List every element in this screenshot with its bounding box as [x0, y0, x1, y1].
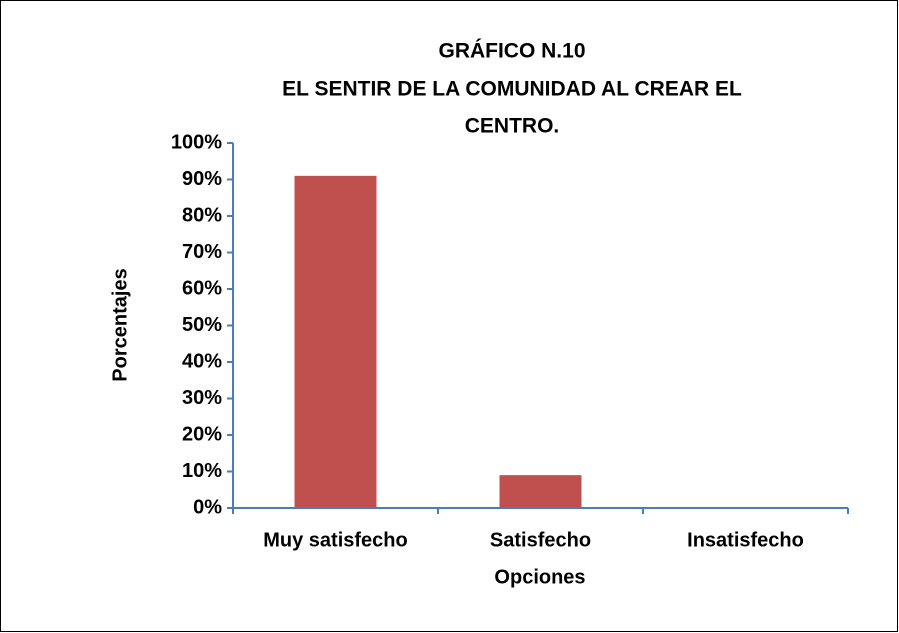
- y-tick-label: 10%: [182, 460, 222, 482]
- y-axis-label: Porcentajes: [109, 268, 131, 381]
- bar: [499, 475, 582, 508]
- chart-title: GRÁFICO N.10: [438, 40, 585, 63]
- y-tick-label: 70%: [182, 241, 222, 263]
- chart-title: EL SENTIR DE LA COMUNIDAD AL CREAR EL: [282, 78, 742, 101]
- y-tick-label: 0%: [193, 496, 222, 518]
- bar: [294, 175, 377, 508]
- y-tick-label: 100%: [171, 131, 222, 153]
- y-tick-label: 80%: [182, 204, 222, 226]
- chart-title: CENTRO.: [465, 115, 560, 138]
- y-tick-label: 40%: [182, 350, 222, 372]
- x-tick-label: Satisfecho: [490, 529, 591, 551]
- y-tick-label: 60%: [182, 277, 222, 299]
- x-tick-label: Insatisfecho: [687, 529, 804, 551]
- y-tick-label: 50%: [182, 314, 222, 336]
- y-tick-label: 30%: [182, 387, 222, 409]
- y-tick-label: 90%: [182, 168, 222, 190]
- x-axis-label: Opciones: [494, 566, 585, 588]
- x-tick-label: Muy satisfecho: [263, 529, 407, 551]
- y-tick-label: 20%: [182, 423, 222, 445]
